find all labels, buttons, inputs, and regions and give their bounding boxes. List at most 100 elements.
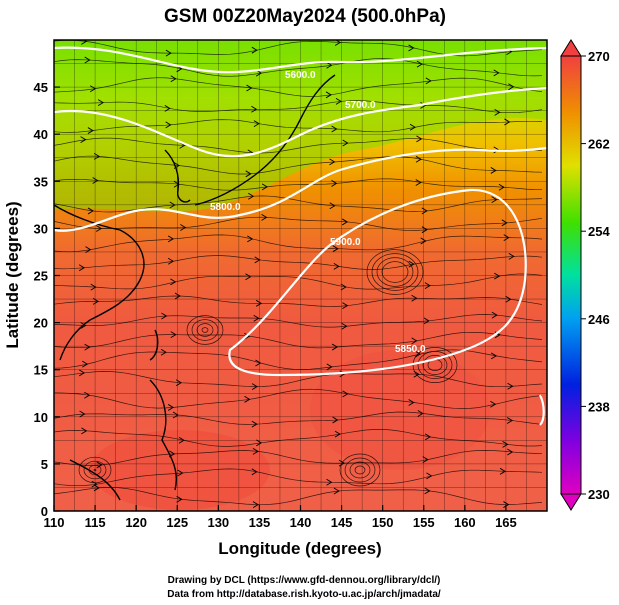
streamline-arrow: [244, 395, 251, 403]
streamline-arrow: [424, 282, 431, 290]
streamline-arrow: [247, 235, 254, 243]
contour-labels: 5600.0 5850.0 5800.0 5700.0 5900.0: [210, 70, 426, 355]
streamline-arrow: [255, 69, 263, 77]
streamline-arrow: [79, 410, 86, 418]
x-tick-label: 110: [44, 515, 65, 530]
y-tick-label: 15: [34, 363, 48, 378]
streamline: [54, 178, 543, 191]
streamline-arrow: [90, 283, 97, 291]
circulation-loop: [417, 351, 453, 379]
contour-label: 5850.0: [395, 344, 426, 355]
circulation-loop: [83, 460, 107, 480]
x-tick-label: 120: [125, 515, 147, 530]
streamline-arrow: [415, 155, 422, 163]
streamline-arrow: [340, 283, 347, 291]
streamline-arrow: [85, 246, 92, 254]
streamline-arrow: [251, 46, 258, 54]
streamline-arrow: [508, 253, 515, 260]
streamline-arrow: [421, 207, 428, 215]
streamline-arrow: [97, 99, 104, 107]
streamline: [54, 255, 543, 270]
streamline-arrow: [415, 179, 422, 186]
x-tick-label: 140: [290, 515, 312, 530]
streamline-arrow: [335, 97, 342, 105]
contour-5600: [54, 46, 547, 74]
streamline: [54, 77, 543, 97]
streamline-arrow: [416, 135, 423, 143]
streamline-arrow: [252, 501, 259, 509]
streamline-arrow: [245, 170, 252, 178]
streamline: [54, 468, 543, 487]
streamline-arrow: [254, 256, 261, 264]
streamline-arrow: [256, 439, 263, 447]
y-axis-ticks: 0 5 10 15 20 25 30 35 40 45: [34, 80, 60, 519]
contour-5850: [228, 188, 527, 377]
y-tick-label: 40: [34, 127, 48, 142]
streamline: [54, 216, 543, 231]
streamline-arrow: [82, 360, 89, 368]
streamline: [54, 195, 543, 213]
streamline-arrow: [174, 292, 181, 300]
streamline: [54, 314, 543, 328]
streamline-arrow: [424, 487, 431, 495]
circulation-loop: [354, 465, 366, 475]
streamline: [54, 100, 543, 114]
y-tick-label: 25: [34, 269, 48, 284]
streamline-arrow: [501, 219, 508, 227]
streamline-arrow: [502, 441, 509, 448]
coastline-korea: [164, 149, 191, 203]
streamline-arrow: [423, 317, 430, 325]
streamline: [54, 486, 543, 506]
streamline-arrow: [244, 332, 251, 340]
streamline-arrow: [408, 399, 415, 406]
streamline-arrow: [165, 121, 172, 129]
y-tick-label: 5: [41, 457, 48, 472]
streamline-arrow: [91, 480, 98, 488]
streamline-arrow: [92, 177, 99, 184]
x-tick-label: 125: [166, 515, 188, 530]
credit-line-1: Drawing by DCL (https://www.gfd-dennou.o…: [168, 575, 441, 586]
coastline-borneo: [69, 459, 121, 501]
streamline-arrow: [81, 40, 88, 45]
streamline: [54, 119, 543, 133]
coastline-taiwan: [149, 329, 159, 361]
streamline-arrow: [165, 49, 172, 57]
streamline-arrow: [251, 420, 258, 428]
streamline-arrow: [169, 201, 176, 209]
streamline-arrow: [341, 218, 349, 226]
circulation-loop: [339, 453, 381, 487]
streamline-arrow: [408, 44, 415, 52]
streamline-arrow: [170, 75, 177, 83]
colorbar-tick-label: 230: [588, 487, 610, 502]
streamline-arrow: [170, 331, 177, 339]
contour-label: 5800.0: [210, 202, 241, 213]
streamline-arrow: [421, 226, 428, 234]
streamline-arrow: [491, 311, 498, 319]
streamline-arrow: [93, 152, 101, 160]
streamline-arrow: [167, 235, 175, 243]
coastline-philippines: [149, 379, 177, 491]
circulation-loop: [191, 319, 219, 341]
streamline-arrow: [160, 348, 167, 356]
circulation-loop: [201, 327, 209, 333]
circulation-loop: [186, 315, 224, 345]
contour-5900: [538, 394, 545, 426]
streamline-arrow: [414, 350, 421, 358]
streamline-arrow: [84, 343, 91, 351]
x-tick-label: 145: [331, 515, 353, 530]
streamline-arrow: [255, 299, 263, 307]
streamline-arrow: [411, 337, 418, 345]
circulation-loop: [366, 249, 424, 295]
streamline-arrow: [261, 214, 268, 221]
streamline-arrow: [332, 245, 339, 253]
streamline-arrow: [507, 382, 514, 390]
streamline: [54, 450, 543, 466]
streamline-arrow: [175, 379, 183, 387]
streamline-arrow: [89, 85, 97, 93]
streamline-arrow: [167, 404, 175, 411]
streamline-arrow: [87, 127, 94, 134]
streamline-arrow: [498, 183, 505, 191]
streamline-arrow: [493, 69, 500, 77]
streamline-arrow: [503, 234, 510, 242]
x-tick-label: 115: [85, 515, 106, 530]
